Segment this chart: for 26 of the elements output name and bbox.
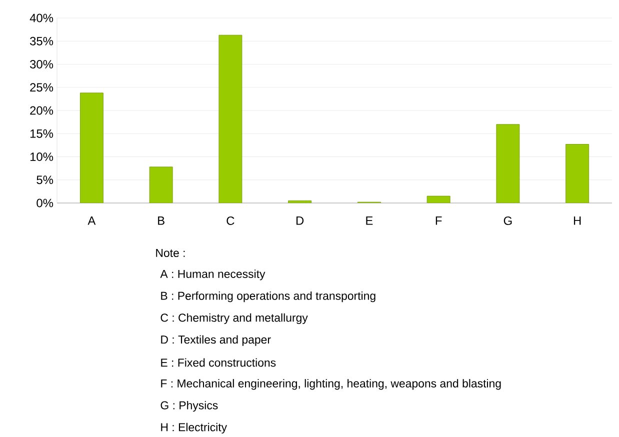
text: H : Electricity — [161, 422, 228, 434]
y-tick-label: 35% — [30, 36, 54, 46]
text: Note : — [156, 249, 185, 257]
text: F : Mechanical engineering, lighting, heating, weapons and blasting — [161, 379, 501, 390]
y-tick-label: 10% — [30, 152, 54, 161]
text: C : Chemistry and metallurgy — [160, 313, 308, 324]
y-tick-label: 15% — [30, 129, 54, 138]
x-tick-label: H — [574, 216, 581, 225]
y-tick-label: 40% — [30, 14, 54, 22]
y-tick-label: 0% — [36, 198, 54, 208]
x-tick-label: B — [158, 216, 164, 225]
x-tick-label: D — [296, 216, 304, 225]
x-tick-label: A — [88, 216, 96, 225]
y-tick-label: 30% — [30, 60, 54, 68]
text: E : Fixed constructions — [161, 358, 276, 367]
x-tick-label: C — [226, 216, 234, 225]
text: G : Physics — [160, 400, 218, 412]
x-tick-label: F — [436, 216, 442, 225]
x-tick-label: G — [504, 216, 512, 225]
y-tick-label: 20% — [30, 106, 54, 115]
y-tick-label: 5% — [36, 176, 54, 184]
text: A : Human necessity — [160, 270, 266, 280]
text: B : Performing operations and transporting — [161, 291, 376, 302]
y-tick-label: 25% — [30, 83, 54, 92]
text: D : Textiles and paper — [161, 335, 271, 346]
x-tick-label: E — [366, 216, 373, 225]
